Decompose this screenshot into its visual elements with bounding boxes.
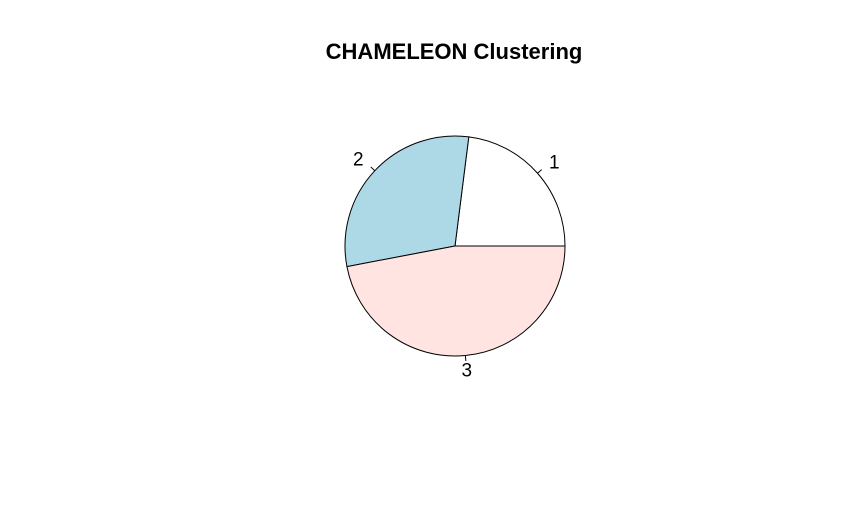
- pie-slices: [344, 135, 566, 357]
- slice-labels: 1 2 3: [353, 150, 560, 382]
- slice-tick-2: [370, 166, 376, 172]
- slice-tick-3: [464, 355, 467, 362]
- slice-label-3: 3: [462, 360, 473, 381]
- chart-title: CHAMELEON Clustering: [326, 39, 583, 64]
- slice-tick-1: [537, 169, 542, 174]
- pie-slice-2: [344, 135, 470, 268]
- pie-slice-1: [454, 136, 566, 247]
- pie-slice-3: [346, 245, 566, 357]
- slice-label-2: 2: [353, 150, 364, 171]
- slice-label-1: 1: [549, 153, 560, 174]
- slice-label-ticks: [370, 166, 542, 362]
